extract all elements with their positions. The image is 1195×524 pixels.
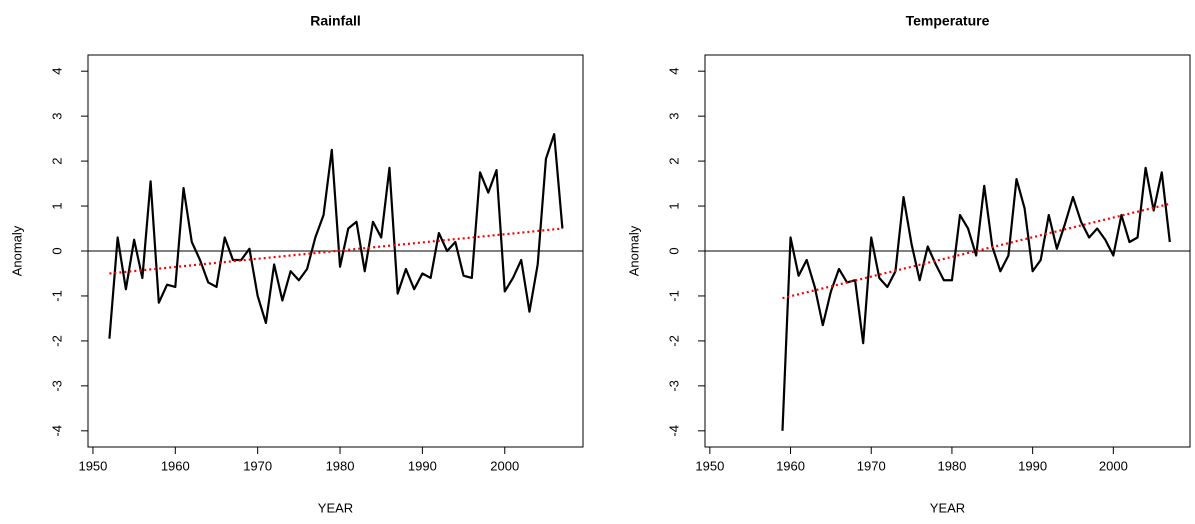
y-tick-label: -3: [666, 380, 681, 392]
y-tick-label: 4: [49, 68, 64, 75]
y-axis-label: Anomaly: [626, 225, 641, 276]
y-axis-label: Anomaly: [9, 225, 24, 276]
y-tick-label: -1: [49, 290, 64, 302]
y-tick-label: 3: [49, 113, 64, 120]
y-tick-label: 3: [666, 113, 681, 120]
y-tick-label: 1: [666, 202, 681, 209]
y-tick-label: 0: [666, 247, 681, 254]
trend-line: [782, 202, 1171, 300]
y-tick-label: 2: [666, 157, 681, 164]
data-line: [108, 133, 564, 339]
x-tick-label: 2000: [1099, 458, 1128, 473]
y-tick-label: -4: [666, 425, 681, 437]
data-line: [781, 166, 1171, 431]
x-tick-label: 2000: [490, 458, 519, 473]
y-tick-label: 2: [49, 157, 64, 164]
x-tick-label: 1960: [161, 458, 190, 473]
x-tick-label: 1950: [695, 458, 724, 473]
y-tick-label: -1: [666, 290, 681, 302]
y-tick-label: 1: [49, 202, 64, 209]
x-axis-label: YEAR: [318, 500, 353, 515]
x-tick-label: 1970: [857, 458, 886, 473]
y-tick-label: 4: [666, 68, 681, 75]
y-tick-label: 0: [49, 247, 64, 254]
x-tick-label: 1970: [243, 458, 272, 473]
chart-title: Rainfall: [310, 13, 361, 29]
x-tick-label: 1950: [78, 458, 107, 473]
trend-line: [109, 227, 563, 275]
chart-title: Temperature: [906, 13, 990, 29]
y-tick-label: -2: [666, 335, 681, 347]
y-tick-label: -2: [49, 335, 64, 347]
x-tick-label: 1980: [326, 458, 355, 473]
y-tick-label: -4: [49, 425, 64, 437]
x-tick-label: 1980: [937, 458, 966, 473]
y-tick-label: -3: [49, 380, 64, 392]
x-tick-label: 1990: [1018, 458, 1047, 473]
x-tick-label: 1960: [776, 458, 805, 473]
x-tick-label: 1990: [408, 458, 437, 473]
x-axis-label: YEAR: [930, 500, 965, 515]
